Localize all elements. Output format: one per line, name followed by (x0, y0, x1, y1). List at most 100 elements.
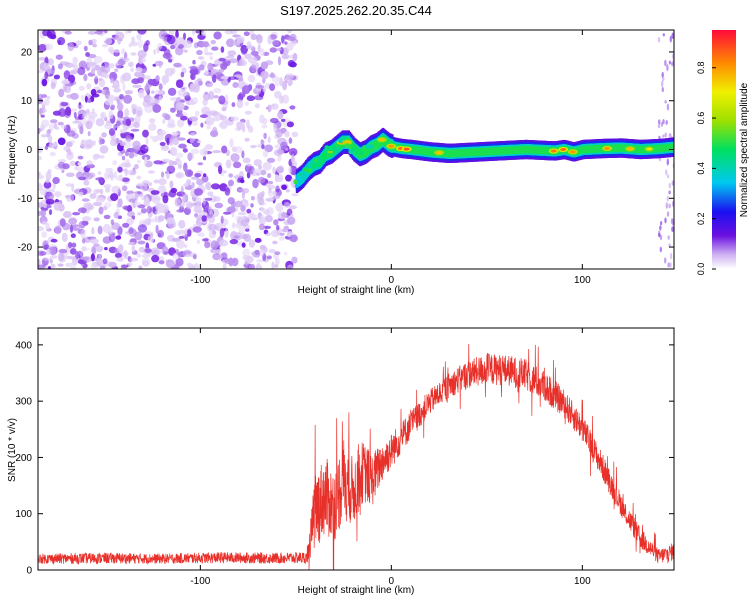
spectrogram-noise-blob (86, 83, 92, 90)
spectrogram-noise-blob (180, 71, 185, 78)
spectrogram-noise-blob (124, 205, 133, 211)
spectrogram-noise-blob (199, 64, 205, 71)
spectrogram-noise-blob (80, 94, 86, 102)
spectrogram-noise-blob (264, 144, 273, 153)
spectrogram-noise-blob (175, 113, 184, 118)
spectrogram-noise-blob (274, 251, 281, 256)
spectrogram-noise-blob (666, 211, 670, 217)
spectrogram-noise-blob (72, 120, 82, 124)
spectrogram-peak (627, 147, 634, 151)
spectrogram-noise-blob (137, 212, 142, 216)
spectrogram-noise-blob (50, 119, 58, 124)
spectrogram-noise-blob (190, 176, 200, 180)
spectrogram-noise-blob (168, 189, 177, 198)
spectrogram-noise-blob (47, 266, 52, 269)
spectrogram-track-blob (351, 147, 357, 152)
spectrogram-noise-blob (659, 225, 662, 231)
spectrogram-noise-blob (137, 224, 148, 233)
spectrogram-noise-blob (231, 257, 239, 267)
spectrogram-noise-blob (46, 200, 51, 205)
spectrogram-noise-blob (212, 74, 217, 83)
spectrogram-noise-blob (129, 41, 139, 47)
spectrogram-noise-blob (63, 235, 68, 239)
spectrogram-noise-blob (254, 237, 262, 243)
spectrogram-noise-blob (137, 240, 146, 245)
spectrogram-noise-blob (260, 140, 266, 145)
spectrogram-noise-blob (103, 214, 111, 220)
spectrogram-noise-blob (53, 201, 62, 211)
spectrogram-noise-blob (145, 137, 149, 146)
spectrogram-noise-blob (38, 69, 45, 74)
spectrogram-noise-blob (186, 229, 192, 237)
spectrogram-y-tick-label: 20 (21, 47, 33, 58)
spectrogram-noise-blob (671, 180, 674, 186)
spectrogram-noise-blob (232, 41, 241, 46)
spectrogram-noise-blob (182, 193, 189, 203)
spectrogram-noise-blob (116, 257, 124, 262)
spectrogram-noise-blob (157, 42, 163, 50)
spectrogram-noise-blob (136, 77, 144, 84)
spectrogram-noise-blob (243, 31, 250, 36)
spectrogram-noise-blob (189, 137, 195, 144)
spectrogram-noise-blob (129, 257, 139, 262)
spectrogram-noise-blob (291, 256, 298, 264)
spectrogram-noise-blob (668, 243, 671, 248)
spectrogram-noise-blob (77, 155, 84, 160)
spectrogram-noise-blob (220, 61, 228, 71)
spectrogram-noise-blob (242, 248, 251, 257)
spectrogram-noise-blob (99, 145, 109, 154)
spectrogram-noise-blob (290, 177, 296, 188)
spectrogram-noise-blob (191, 97, 198, 105)
spectrogram-noise-blob (669, 252, 673, 260)
spectrogram-noise-blob (259, 114, 265, 124)
spectrogram-noise-blob (206, 83, 213, 87)
spectrogram-noise-blob (235, 215, 243, 221)
spectrogram-noise-blob (264, 214, 273, 223)
spectrogram-noise-blob (166, 34, 176, 45)
spectrogram-noise-blob (158, 185, 167, 194)
spectrogram-noise-blob (261, 144, 265, 150)
spectrogram-noise-blob (38, 226, 45, 232)
spectrogram-noise-blob (124, 90, 133, 95)
spectrogram-noise-blob (105, 187, 111, 193)
spectrogram-noise-blob (271, 103, 279, 110)
spectrogram-noise-blob (117, 166, 123, 173)
spectrogram-noise-blob (57, 137, 66, 146)
spectrogram-noise-blob (201, 30, 207, 37)
spectrogram-noise-blob (204, 197, 213, 201)
spectrogram-noise-blob (224, 228, 229, 239)
spectrogram-noise-blob (95, 197, 105, 203)
spectrogram-noise-blob (137, 150, 146, 156)
spectrogram-noise-blob (213, 31, 222, 40)
spectrogram-noise-blob (250, 144, 257, 149)
spectrogram-noise-blob (254, 249, 260, 255)
spectrogram-noise-blob (108, 63, 115, 69)
spectrogram-noise-blob (213, 95, 220, 99)
spectrogram-noise-blob (671, 32, 674, 39)
spectrogram-noise-blob (659, 220, 663, 226)
spectrogram-noise-blob (71, 224, 81, 231)
spectrogram-noise-blob (57, 121, 64, 126)
spectrogram-noise-blob (108, 261, 117, 268)
spectrogram-noise-blob (104, 247, 108, 251)
spectrogram-noise-blob (234, 146, 243, 154)
spectrogram-noise-blob (272, 195, 281, 200)
spectrogram-noise-blob (48, 209, 53, 216)
spectrogram-noise-blob (54, 191, 62, 198)
spectrogram-noise-blob (279, 232, 285, 236)
snr-x-tick-label: -100 (190, 576, 210, 587)
spectrogram-noise-blob (140, 183, 148, 192)
snr-x-ticks: -100 0 100 (190, 328, 591, 587)
spectrogram-noise-blob (82, 238, 86, 244)
spectrogram-noise-blob (183, 183, 190, 187)
spectrogram-noise-blob (269, 47, 278, 53)
spectrogram-noise-blob (168, 58, 173, 63)
snr-series-line (38, 343, 674, 570)
spectrogram-noise-blob (65, 172, 75, 178)
spectrogram-noise-blob (69, 160, 76, 166)
spectrogram-noise-blob (664, 100, 667, 104)
spectrogram-noise-blob (118, 244, 124, 253)
spectrogram-noise-blob (288, 148, 298, 156)
spectrogram-noise-blob (276, 166, 284, 174)
spectrogram-noise-blob (192, 84, 200, 93)
